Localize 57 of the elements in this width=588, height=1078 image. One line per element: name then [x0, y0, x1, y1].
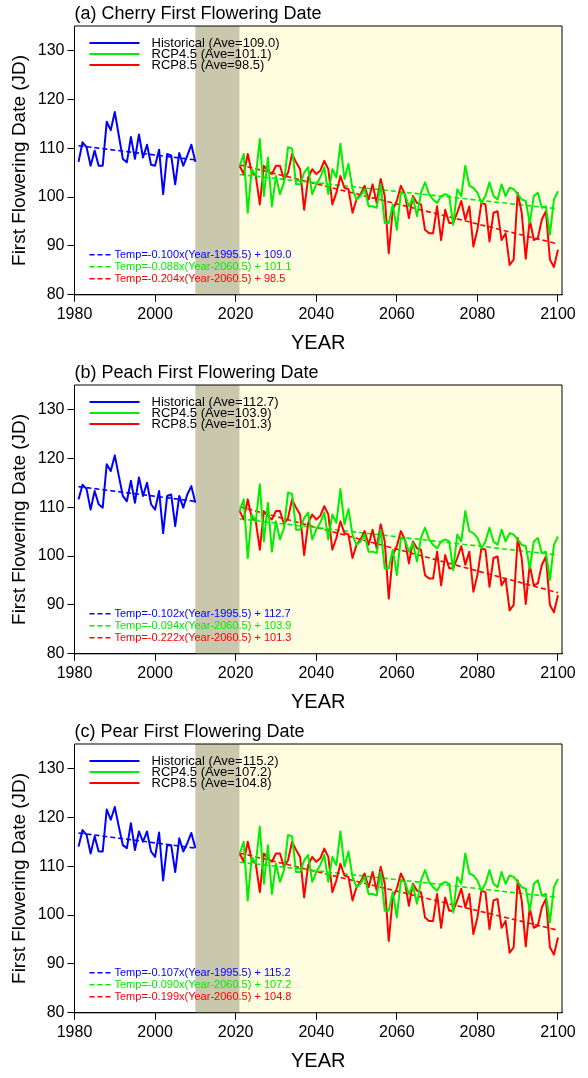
- y-tick-label: 130: [37, 40, 65, 58]
- legend-label: Temp=-0.107x(Year-1995.5) + 115.2: [114, 965, 291, 978]
- legend-label: Temp=-0.090x(Year-2060.5) + 107.2: [114, 977, 292, 990]
- y-tick-label: 130: [37, 399, 65, 417]
- y-tick-label: 100: [37, 546, 65, 564]
- y-tick-label: 80: [46, 285, 65, 303]
- x-axis-title: YEAR: [291, 1048, 346, 1071]
- x-tick-label: 2020: [217, 1022, 254, 1040]
- chart-title: (b) Peach First Flowering Date: [74, 361, 319, 382]
- x-tick-label: 2060: [379, 663, 415, 681]
- chart-title: (a) Cherry First Flowering Date: [74, 2, 322, 23]
- x-tick-label: 2060: [379, 1022, 415, 1040]
- y-tick-label: 110: [38, 497, 65, 515]
- y-tick-label: 120: [37, 89, 65, 107]
- x-tick-label: 2100: [540, 1022, 576, 1040]
- legend-label: Temp=-0.100x(Year-1995.5) + 109.0: [114, 247, 292, 260]
- x-tick-label: 2100: [540, 304, 576, 322]
- x-tick-label: 2100: [540, 663, 576, 681]
- x-tick-label: 2000: [137, 304, 173, 322]
- x-tick-label: 2080: [459, 304, 496, 322]
- legend-label: Temp=-0.088x(Year-2060.5) + 101.1: [114, 259, 292, 272]
- x-tick-label: 2040: [298, 1022, 335, 1040]
- x-axis-title: YEAR: [291, 689, 346, 712]
- legend-label: Temp=-0.199x(Year-2060.5) + 104.8: [114, 989, 292, 1002]
- x-tick-label: 2060: [379, 304, 415, 322]
- y-tick-label: 90: [46, 954, 65, 972]
- x-tick-label: 2000: [137, 1022, 173, 1040]
- y-axis-title: First Flowering Date (JD): [7, 772, 29, 984]
- x-tick-label: 1980: [56, 304, 93, 322]
- y-tick-label: 100: [37, 905, 65, 923]
- y-tick-label: 100: [37, 187, 65, 205]
- y-axis-title: First Flowering Date (JD): [7, 54, 29, 266]
- x-tick-label: 1980: [56, 1022, 93, 1040]
- x-tick-label: 2040: [298, 663, 335, 681]
- y-axis-title: First Flowering Date (JD): [7, 413, 29, 625]
- y-tick-label: 120: [37, 448, 65, 466]
- y-tick-label: 110: [38, 856, 65, 874]
- y-tick-label: 130: [37, 758, 65, 776]
- legend-label: Temp=-0.204x(Year-2060.5) + 98.5: [114, 271, 286, 284]
- chart-title: (c) Pear First Flowering Date: [74, 720, 305, 741]
- legend-label: Temp=-0.222x(Year-2060.5) + 101.3: [114, 630, 292, 643]
- x-tick-label: 2020: [217, 663, 254, 681]
- y-tick-label: 90: [46, 236, 65, 254]
- y-tick-label: 80: [46, 644, 65, 662]
- y-tick-label: 80: [46, 1003, 65, 1021]
- y-tick-label: 90: [46, 595, 65, 613]
- y-tick-label: 110: [38, 138, 65, 156]
- x-tick-label: 1980: [56, 663, 93, 681]
- x-tick-label: 2000: [137, 663, 173, 681]
- x-tick-label: 2080: [459, 1022, 496, 1040]
- y-tick-label: 120: [37, 807, 65, 825]
- x-tick-label: 2040: [298, 304, 335, 322]
- x-tick-label: 2080: [459, 663, 496, 681]
- legend-label: Temp=-0.094x(Year-2060.5) + 103.9: [114, 618, 292, 631]
- x-axis-title: YEAR: [291, 330, 346, 353]
- legend-label: Temp=-0.102x(Year-1995.5) + 112.7: [114, 606, 291, 619]
- x-tick-label: 2020: [217, 304, 254, 322]
